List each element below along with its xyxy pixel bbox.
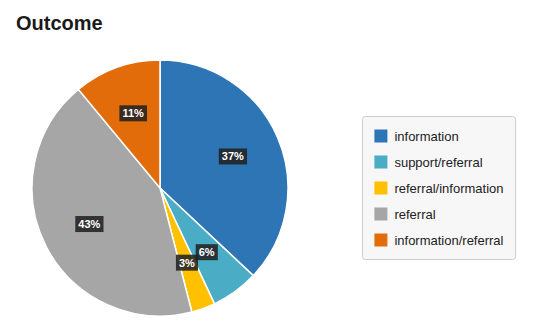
legend-swatch bbox=[374, 130, 387, 143]
legend-frame bbox=[362, 117, 515, 260]
legend-entry: information bbox=[394, 129, 458, 144]
legend-entry: support/referral bbox=[394, 155, 482, 170]
page: {"chart_data": {"type": "pie", "title": … bbox=[0, 0, 538, 332]
data-label: 43% bbox=[78, 218, 100, 230]
chart: Outcome 37% 6% 3% 43% 11% information support/r… bbox=[0, 0, 538, 332]
data-label-box bbox=[219, 148, 247, 164]
legend-swatch bbox=[374, 234, 387, 247]
data-label-box bbox=[75, 216, 103, 232]
data-label: 3% bbox=[179, 257, 195, 269]
legend-swatch bbox=[374, 208, 387, 221]
title: Outcome bbox=[16, 12, 103, 34]
data-label: 11% bbox=[122, 107, 144, 119]
pie bbox=[32, 60, 288, 316]
legend: information support/referral referral/info… bbox=[362, 117, 515, 260]
legend-entry: referral bbox=[394, 207, 435, 222]
pie-slice bbox=[78, 60, 160, 188]
legend-entry: referral/information bbox=[394, 181, 503, 196]
data-labels: 37% 6% 3% 43% 11% bbox=[75, 105, 247, 270]
legend-items: information support/referral referral/info… bbox=[374, 129, 503, 248]
legend-swatch bbox=[374, 156, 387, 169]
data-label-box bbox=[119, 105, 147, 121]
data-label-box bbox=[196, 244, 218, 260]
data-label: 6% bbox=[199, 246, 215, 258]
data-label-box bbox=[176, 255, 198, 271]
data-label: 37% bbox=[222, 150, 244, 162]
legend-swatch bbox=[374, 182, 387, 195]
legend-entry: information/referral bbox=[394, 233, 503, 248]
